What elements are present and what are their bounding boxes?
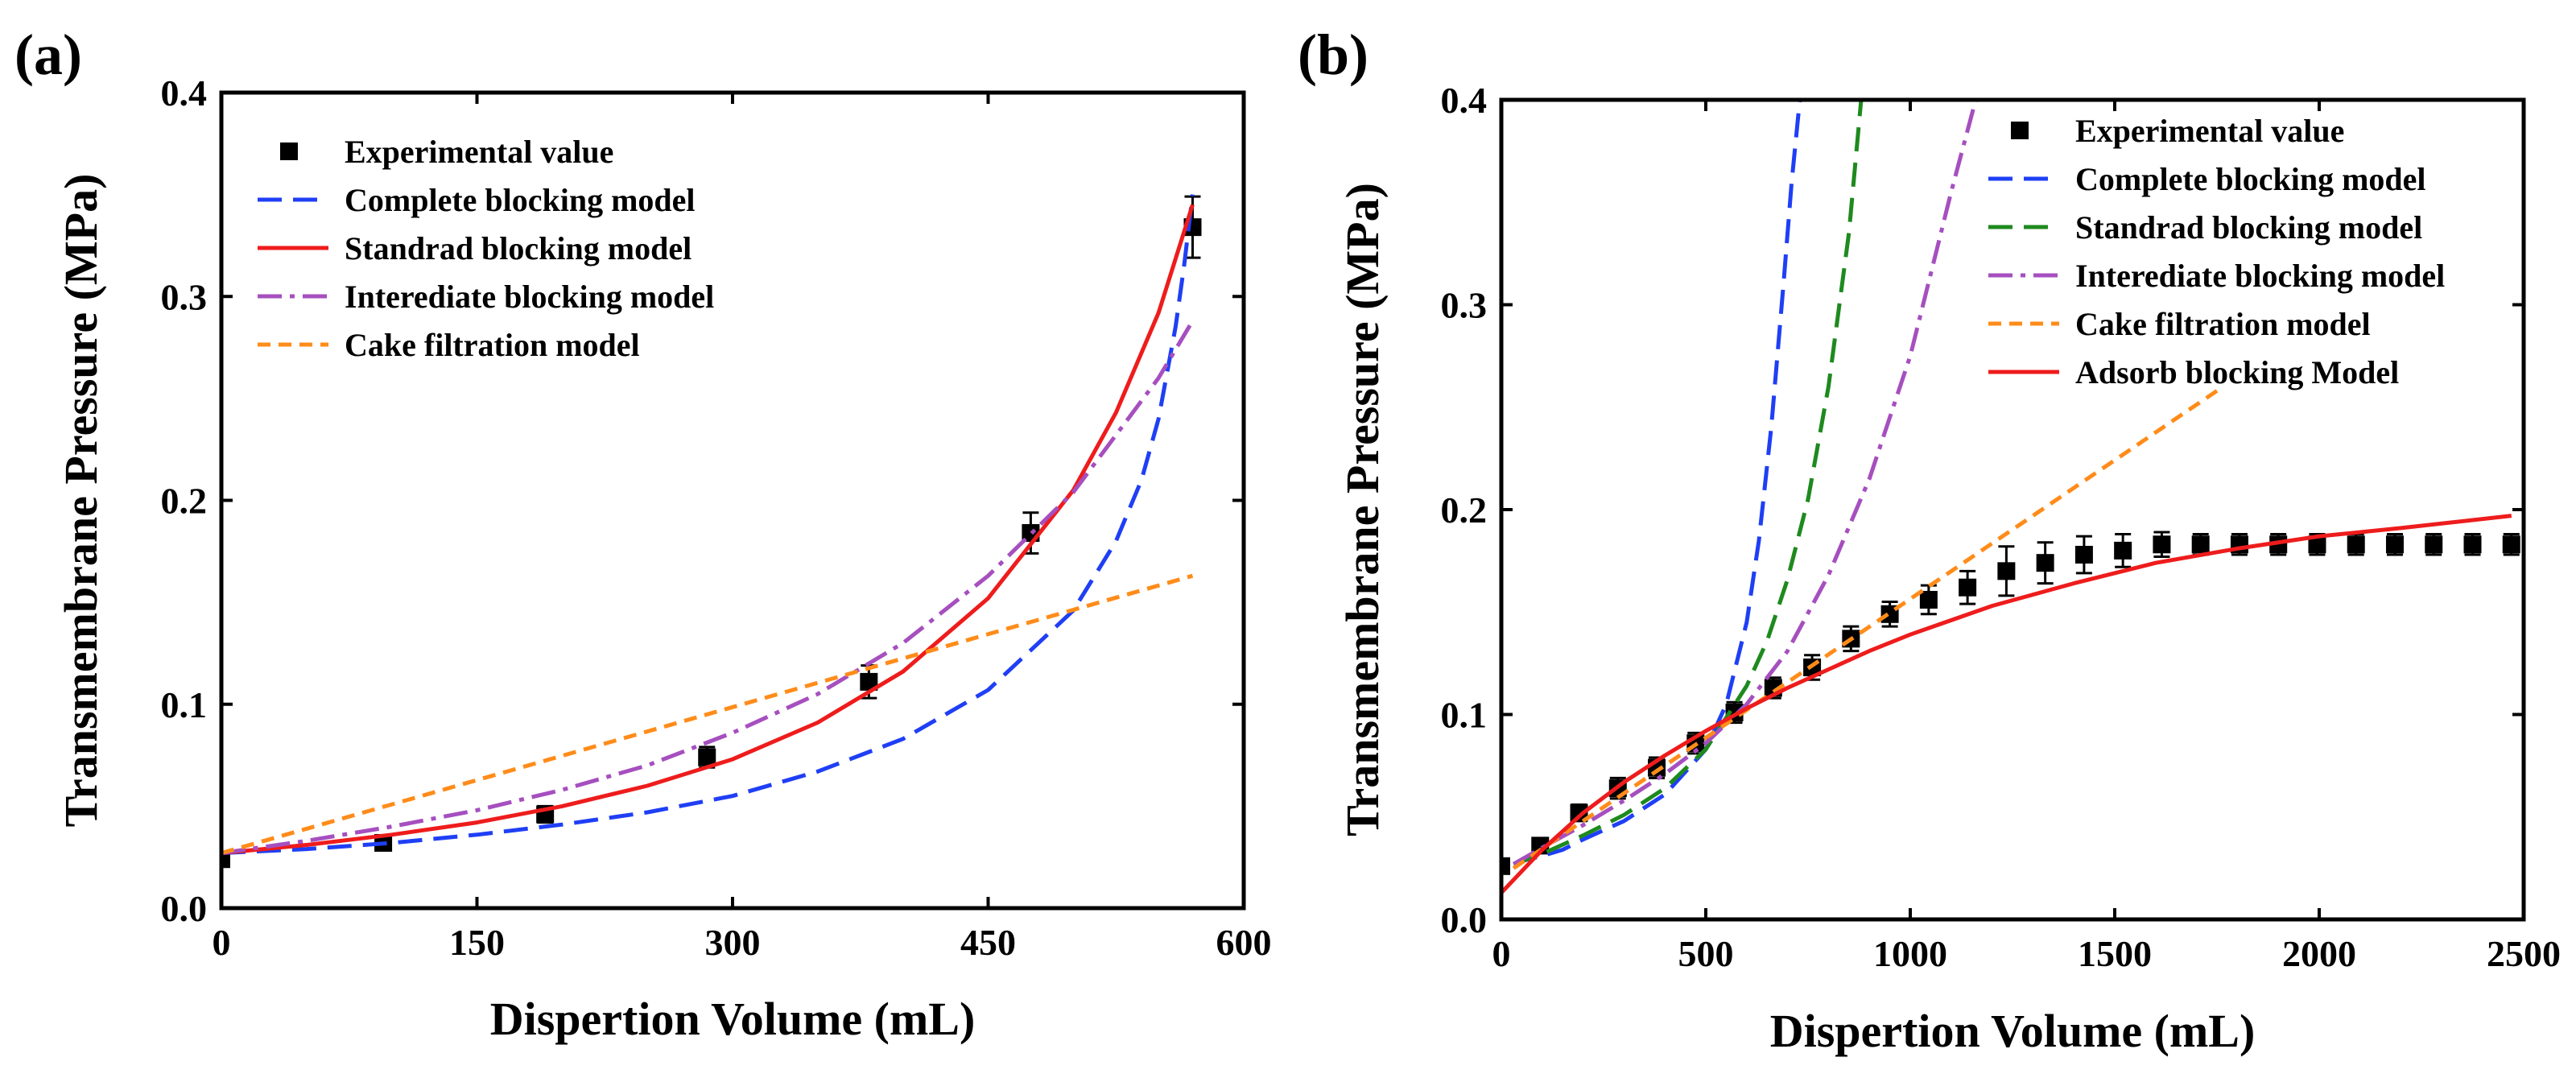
data-point bbox=[2385, 535, 2404, 554]
data-point bbox=[221, 850, 230, 869]
legend-label: Cake filtration model bbox=[2075, 306, 2371, 342]
y-tick-label: 0.3 bbox=[161, 276, 208, 317]
data-point bbox=[2308, 535, 2326, 554]
plot-area bbox=[1501, 100, 2520, 894]
x-tick-label: 600 bbox=[1216, 922, 1272, 963]
series-line-complete-blocking-model bbox=[1513, 100, 1802, 866]
x-tick-label: 2000 bbox=[2282, 933, 2356, 974]
series-line-interediate-blocking-model bbox=[221, 320, 1195, 856]
series-line-cake-filtration-model bbox=[221, 573, 1194, 856]
legend-label: Standrad blocking model bbox=[2075, 209, 2422, 246]
data-point bbox=[1919, 590, 1938, 609]
data-point bbox=[2463, 535, 2482, 554]
legend-label: Interediate blocking model bbox=[2075, 258, 2445, 294]
x-tick-label: 1500 bbox=[2078, 933, 2152, 974]
legend: Experimental value Complete blocking mode… bbox=[258, 134, 714, 363]
legend-label: Standrad blocking model bbox=[345, 230, 691, 266]
y-tick-label: 0.2 bbox=[161, 481, 208, 522]
y-tick-label: 0.3 bbox=[1441, 285, 1488, 326]
legend-label: Experimental value bbox=[2075, 113, 2344, 149]
x-tick-label: 1000 bbox=[1873, 933, 1947, 974]
y-axis-label: Transmembrane Pressure (MPa) bbox=[1336, 183, 1389, 836]
y-tick-label: 0.0 bbox=[1441, 899, 1488, 940]
legend-label: Complete blocking model bbox=[2075, 161, 2426, 197]
series-line-complete-blocking-model bbox=[221, 194, 1195, 856]
series-line-interediate-blocking-model bbox=[1512, 100, 1978, 866]
panel-label: (a) bbox=[14, 23, 82, 87]
legend-label: Cake filtration model bbox=[345, 327, 640, 363]
legend-marker bbox=[2011, 122, 2029, 139]
y-tick-label: 0.4 bbox=[161, 72, 208, 114]
y-tick-label: 0.4 bbox=[1441, 80, 1488, 121]
x-tick-label: 450 bbox=[960, 922, 1016, 963]
y-tick-label: 0.0 bbox=[161, 888, 208, 929]
plot-area bbox=[221, 194, 1202, 869]
y-tick-label: 0.1 bbox=[161, 684, 208, 725]
data-point bbox=[2074, 545, 2093, 564]
chart-a: 0 150 300 450 600 0.0 0.1 0.2 0.3 0.4 Experimental… bbox=[14, 23, 1272, 1045]
data-point bbox=[1997, 562, 2016, 580]
data-point bbox=[2153, 535, 2171, 554]
legend-marker bbox=[280, 142, 298, 160]
x-tick-label: 0 bbox=[1492, 933, 1511, 974]
plot-frame bbox=[1499, 97, 2526, 922]
x-tick-label: 0 bbox=[213, 922, 231, 963]
legend-label: Complete blocking model bbox=[345, 182, 696, 218]
legend-label: Experimental value bbox=[345, 134, 613, 170]
data-point bbox=[2425, 535, 2443, 554]
x-tick-label: 500 bbox=[1678, 933, 1734, 974]
panel-label: (b) bbox=[1298, 23, 1368, 87]
data-point bbox=[1501, 857, 1510, 875]
y-tick-label: 0.2 bbox=[1441, 489, 1488, 531]
series-line-standrad-blocking-model bbox=[1513, 100, 1864, 866]
data-point bbox=[698, 748, 716, 766]
data-point bbox=[2191, 535, 2210, 554]
y-tick-label: 0.1 bbox=[1441, 695, 1488, 736]
series-line-adsorb-blocking-model bbox=[1501, 514, 2512, 894]
x-axis-label: Dispertion Volume (mL) bbox=[1770, 1005, 2256, 1057]
plot-frame bbox=[219, 90, 1246, 911]
data-point bbox=[2114, 541, 2132, 560]
y-axis-label: Transmembrane Pressure (MPa) bbox=[55, 174, 107, 828]
data-point bbox=[2036, 554, 2054, 572]
x-tick-label: 300 bbox=[705, 922, 761, 963]
chart-b: 0 500 1000 1500 2000 2500 0.0 0.1 0.2 0.3 0.4 Exper… bbox=[1298, 23, 2561, 1057]
x-tick-label: 150 bbox=[449, 922, 505, 963]
data-point bbox=[860, 672, 878, 691]
series-line-cake-filtration-model bbox=[1512, 389, 2219, 870]
data-point bbox=[1570, 803, 1588, 822]
series-line-standrad-blocking-model bbox=[221, 204, 1195, 856]
data-point bbox=[1880, 605, 1899, 623]
data-point bbox=[2502, 535, 2520, 554]
data-point bbox=[2347, 535, 2365, 554]
legend-label: Interediate blocking model bbox=[345, 279, 714, 315]
data-point bbox=[1959, 578, 1977, 597]
legend-label: Adsorb blocking Model bbox=[2075, 354, 2399, 390]
x-tick-label: 2500 bbox=[2487, 933, 2561, 974]
x-axis-label: Dispertion Volume (mL) bbox=[490, 993, 976, 1045]
legend: Experimental value Complete blocking mode… bbox=[1988, 113, 2445, 390]
